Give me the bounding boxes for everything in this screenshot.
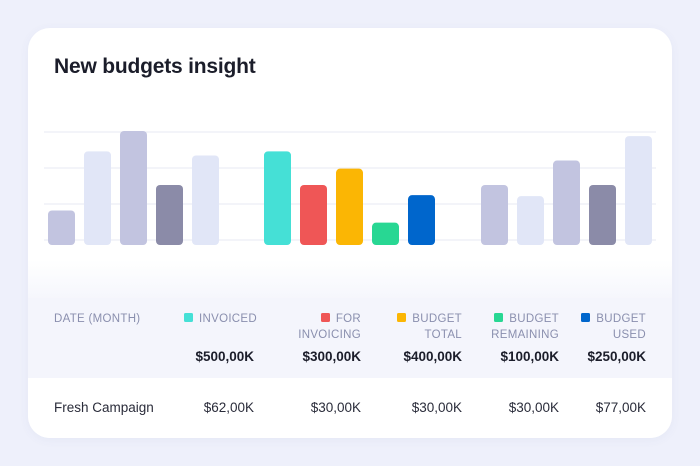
col-header-for-invoicing-line2: INVOICING xyxy=(298,329,361,341)
col-header-budget-used: BUDGET USED xyxy=(581,311,646,343)
chart-bar[interactable] xyxy=(372,222,399,245)
chart-fade xyxy=(28,260,672,300)
col-header-invoiced: INVOICED xyxy=(184,311,257,327)
table-row[interactable]: Fresh Campaign $62,00K $30,00K $30,00K $… xyxy=(28,378,672,438)
chart-bar[interactable] xyxy=(408,195,435,245)
chart-bar[interactable] xyxy=(517,196,544,245)
table-header: DATE (MONTH) INVOICED FOR INVOICING BUDG… xyxy=(28,298,672,378)
row-invoiced: $62,00K xyxy=(203,400,254,415)
chart-bar[interactable] xyxy=(264,151,291,245)
row-budget-remaining: $30,00K xyxy=(508,400,559,415)
col-header-budget-total-line2: TOTAL xyxy=(424,329,462,341)
chart-bar[interactable] xyxy=(156,184,183,245)
chart-bar[interactable] xyxy=(192,155,219,245)
total-invoiced: $500,00K xyxy=(195,349,254,364)
row-budget-used: $77,00K xyxy=(595,400,646,415)
col-header-budget-used-line1: BUDGET xyxy=(596,313,646,325)
budgets-bar-chart xyxy=(44,131,656,245)
total-budget-total: $400,00K xyxy=(403,349,462,364)
row-for-invoicing: $30,00K xyxy=(310,400,361,415)
budget-remaining-swatch-icon xyxy=(494,313,504,322)
chart-bar[interactable] xyxy=(481,184,508,245)
col-header-budget-remaining-line1: BUDGET xyxy=(509,313,559,325)
chart-bar[interactable] xyxy=(48,210,75,245)
col-header-invoiced-label: INVOICED xyxy=(199,313,257,325)
invoiced-swatch-icon xyxy=(184,313,193,322)
chart-bar[interactable] xyxy=(84,151,111,245)
col-header-for-invoicing: FOR INVOICING xyxy=(298,311,361,343)
col-header-budget-total: BUDGET TOTAL xyxy=(397,311,462,343)
total-budget-used: $250,00K xyxy=(587,349,646,364)
col-header-for-invoicing-line1: FOR xyxy=(335,313,361,325)
for-invoicing-swatch-icon xyxy=(320,313,330,322)
budget-total-swatch-icon xyxy=(397,313,407,322)
card-title: New budgets insight xyxy=(54,55,256,78)
total-for-invoicing: $300,00K xyxy=(302,349,361,364)
chart-bar[interactable] xyxy=(589,184,616,245)
total-budget-remaining: $100,00K xyxy=(500,349,559,364)
budgets-insight-card: New budgets insight DATE (MONTH) INVOICE… xyxy=(28,28,672,438)
chart-bar[interactable] xyxy=(336,168,363,245)
col-header-budget-remaining: BUDGET REMAINING xyxy=(491,311,559,343)
chart-bar[interactable] xyxy=(120,131,147,245)
row-name: Fresh Campaign xyxy=(54,400,154,415)
row-budget-total: $30,00K xyxy=(411,400,462,415)
col-header-budget-remaining-line2: REMAINING xyxy=(491,329,559,341)
col-header-budget-total-line1: BUDGET xyxy=(412,313,462,325)
col-header-budget-used-line2: USED xyxy=(612,329,646,341)
chart-bar[interactable] xyxy=(553,160,580,245)
chart-bar[interactable] xyxy=(625,136,652,245)
col-header-date-label: DATE (MONTH) xyxy=(54,313,141,325)
col-header-date: DATE (MONTH) xyxy=(54,311,140,327)
budget-used-swatch-icon xyxy=(581,313,591,322)
chart-bar[interactable] xyxy=(300,184,327,245)
